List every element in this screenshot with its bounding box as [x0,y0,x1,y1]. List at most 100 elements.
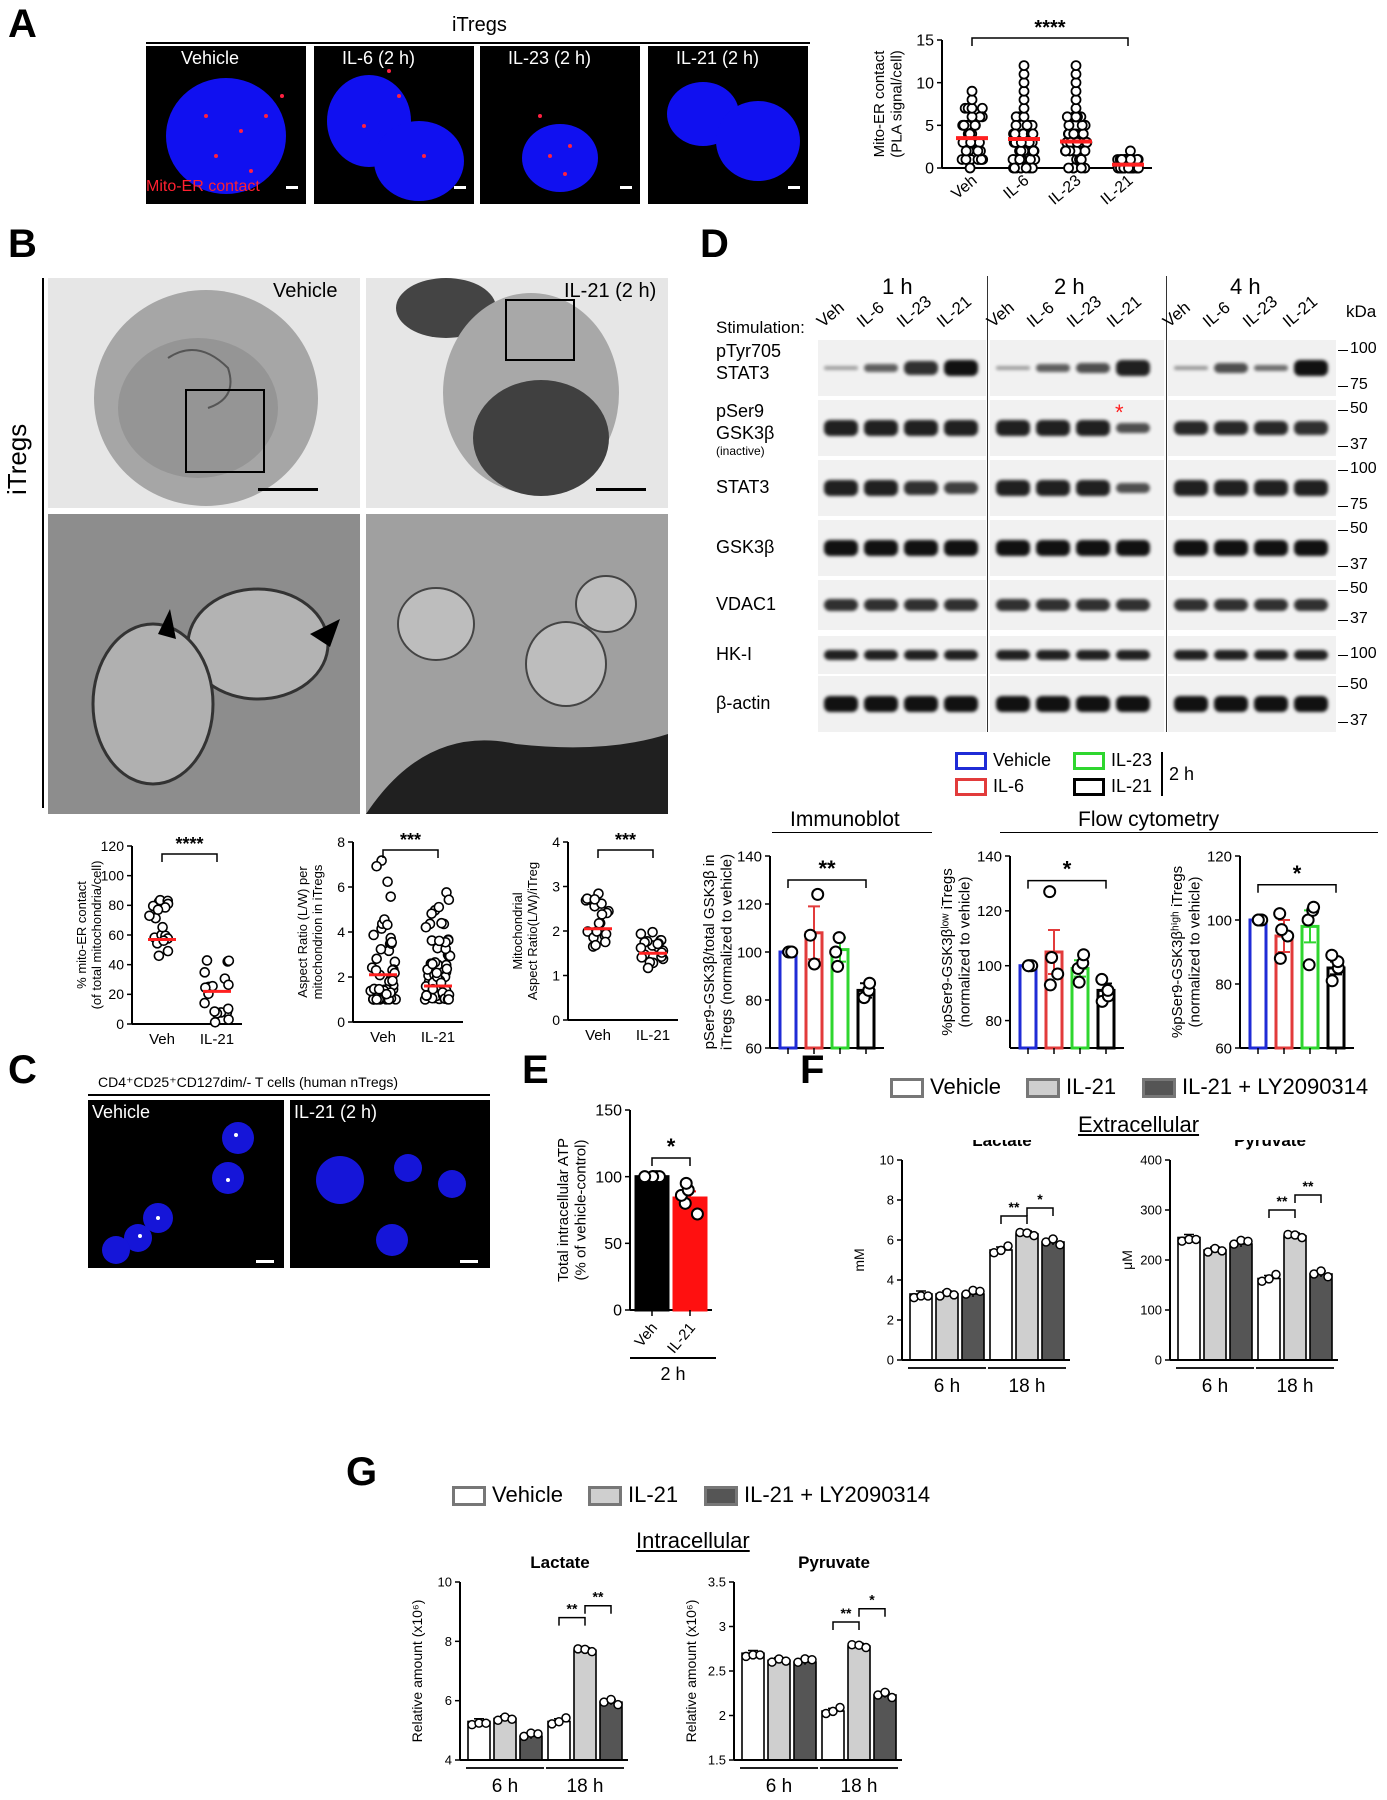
data-point [371,994,382,1005]
significance-bracket [1027,879,1107,889]
blot-row-sublabel: (inactive) [716,444,765,458]
lane-label: IL-21 [933,291,976,332]
x-tick-label: Veh [149,1031,175,1048]
group-label: 6 h [492,1776,518,1797]
y-tick-label: 3.5 [708,1575,726,1590]
data-point [1316,1266,1326,1276]
y-axis-label: Mito-ER contact(PLA signal/cell) [871,50,905,158]
data-point [1063,162,1074,174]
blot-band [1174,366,1208,370]
blot-band [1214,362,1248,374]
y-tick-label: 80 [1215,976,1232,993]
y-tick-label: 100 [101,868,125,884]
data-point [1029,1230,1039,1241]
blot-band [1116,649,1150,661]
legend-bracket [1161,752,1163,796]
blot-band [1254,420,1288,436]
x-tick-label: IL-6 [1001,172,1033,203]
image-label: IL-6 (2 h) [342,48,416,68]
nucleus-image [327,69,466,201]
panel-letter-c: C [8,1048,37,1092]
data-point [427,958,438,970]
data-point [975,1286,985,1297]
marker-tick [1338,686,1348,687]
group-label: 6 h [934,1376,960,1397]
group-label: 2 h [660,1364,685,1384]
lane-label: Veh [813,297,848,332]
blot-band [1116,422,1150,434]
lane-label: IL-21 [1279,291,1322,332]
y-tick-label: 0 [887,1353,894,1368]
blot-band [1214,539,1248,557]
timepoint-4h: 4 h [1230,274,1261,299]
y-tick-label: 8 [445,1634,452,1649]
panel-letter-f: F [800,1048,825,1092]
bar [909,1293,933,1361]
blot-row-label: STAT3 [716,477,770,497]
y-axis-label-line: mitochondrion in iTregs [310,864,325,999]
significance-label: ** [593,1589,604,1605]
blot-strip [1168,676,1336,732]
marker-tick [1338,350,1348,351]
data-point [690,1207,704,1221]
legend-suffix: 2 h [1169,764,1195,784]
marker-tick [1338,590,1348,591]
y-tick-label: 1 [552,967,560,983]
lane-label: Veh [983,297,1018,332]
data-point [371,860,382,872]
bar [778,950,798,1050]
data-point [157,921,168,933]
y-axis-label: Relative amount (x10⁶) [683,1600,699,1743]
significance-label: *** [615,830,636,850]
y-tick-label: 1.5 [708,1753,726,1768]
group-label: 6 h [766,1776,792,1797]
blot-band [1174,695,1208,713]
title-underline [146,42,810,44]
legend-swatch-il21-ly [704,1486,738,1506]
data-point [832,931,846,945]
group-label: 18 h [1009,1376,1046,1397]
panel-letter-d: D [700,222,729,266]
data-point [1325,948,1339,962]
significance-bracket [971,37,1129,46]
y-tick-label: 4 [552,834,560,850]
x-tick-label: IL-21 [636,1027,670,1044]
marker-tick [1338,620,1348,621]
blot-band [1214,599,1248,611]
bar [935,1293,959,1361]
cells-image [316,1154,478,1263]
chart-f-pyruvate: 0 100 200 300 400 Pyruvate μM 6 h 18 h ** ** [1119,1140,1338,1397]
data-point [1070,60,1082,71]
legend-label: Vehicle [930,1074,1001,1099]
data-point [481,1718,491,1728]
blot-band [904,539,938,557]
asterisk-marker: * [1115,400,1124,425]
y-axis-label: pSer9-GSK3β/total GSK3β iniTregs (normal… [701,854,735,1050]
image-label: Vehicle [92,1102,151,1122]
y-tick-label: 150 [595,1103,622,1120]
blot-band [1294,649,1328,661]
blot-band [1036,420,1070,436]
blot-strip [990,636,1164,674]
blot-strip [818,676,986,732]
y-axis-label-line: μM [1119,1250,1135,1270]
data-point [831,959,845,973]
blot-band [1294,359,1328,377]
y-tick-label: 0 [552,1012,560,1028]
y-tick-label: 10 [916,75,934,92]
y-tick-label: 4 [337,924,345,940]
blot-band [824,599,858,611]
chart-title: Pyruvate [1234,1140,1306,1150]
blot-strip [1168,340,1336,396]
marker-label: 50 [1350,400,1368,417]
bar [1203,1249,1227,1361]
data-point [385,891,397,902]
marker-label: 100 [1350,460,1377,477]
blot-band [1076,649,1110,661]
blot-strip [990,520,1164,576]
title-underline [88,1094,490,1096]
data-point [960,145,972,157]
data-point [381,988,392,1000]
blot-band [904,649,938,661]
